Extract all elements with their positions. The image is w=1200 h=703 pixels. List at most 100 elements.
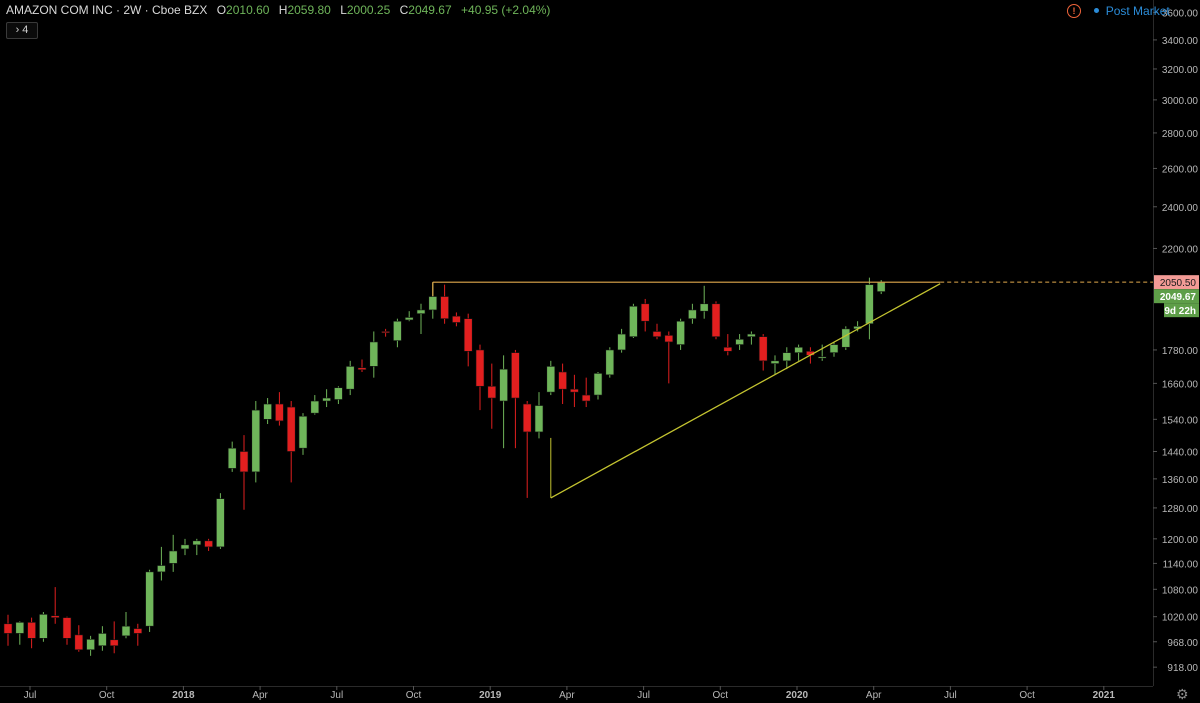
candle-body (452, 315, 461, 323)
indicators-toggle-button[interactable]: › 4 (6, 22, 38, 39)
candle-body (275, 403, 284, 422)
post-market-status[interactable]: ! Post Market (1067, 3, 1170, 18)
candle-body (841, 328, 851, 348)
x-tick-label: Jul (330, 690, 343, 701)
candle (794, 344, 803, 361)
candle-body (50, 615, 60, 618)
candle (263, 398, 272, 425)
candle-body (640, 303, 650, 322)
y-tick-label: 3200.00 (1162, 65, 1199, 76)
candle-body (227, 447, 237, 469)
symbol-title[interactable]: AMAZON COM INC · 2W · Cboe BZX (6, 3, 208, 17)
candle-body (617, 333, 626, 351)
x-tick-label: Oct (713, 690, 729, 701)
candle (50, 587, 60, 624)
candle (664, 331, 674, 384)
x-tick-label: Oct (406, 690, 422, 701)
candle (381, 328, 390, 337)
annotations-layer (432, 281, 1153, 499)
candle (204, 538, 213, 551)
candle-body (688, 309, 697, 319)
candle-body (133, 628, 143, 634)
y-tick-label: 1780.00 (1162, 346, 1199, 357)
y-tick-label: 1140.00 (1163, 559, 1199, 570)
candle (86, 635, 95, 656)
candle (216, 493, 225, 549)
candle (286, 401, 296, 483)
candle (27, 617, 36, 649)
x-tick-label: 2019 (479, 690, 502, 701)
candle-body (629, 305, 638, 337)
candle (487, 363, 497, 429)
candle (298, 413, 308, 455)
close-label: C (399, 3, 409, 17)
candle-body (416, 309, 426, 314)
candle-body (334, 387, 343, 400)
candle-body (570, 388, 579, 393)
candle (393, 318, 402, 348)
candle (735, 334, 744, 350)
candle-body (522, 403, 532, 433)
candle-body (74, 634, 84, 651)
candle-body (86, 638, 95, 651)
y-tick-label: 3600.00 (1162, 9, 1199, 20)
candle (322, 389, 331, 408)
candle (334, 386, 343, 405)
candle (770, 355, 780, 375)
candle-body (652, 331, 662, 337)
candle (605, 347, 615, 378)
candle-body (723, 346, 733, 352)
candle-body (605, 349, 615, 376)
time-axis[interactable]: Jul Oct 2018 Apr Jul Oct 2019 Apr Jul Oct 2020 Apr J… (24, 686, 1116, 701)
candle-body (876, 282, 886, 292)
candle (227, 441, 237, 472)
x-tick-label: 2021 (1093, 690, 1116, 701)
candle (558, 363, 567, 405)
price-axis[interactable]: 918.00 968.00 1020.00 1080.00 1140.00 1200.00… (1153, 9, 1198, 675)
candle (581, 377, 591, 408)
candle (345, 360, 355, 396)
resistance-price-text: 2050.50 (1160, 278, 1197, 289)
candle-body (357, 367, 367, 371)
open-value: 2010.60 (226, 3, 270, 17)
candle (310, 395, 320, 415)
candle-body (121, 625, 131, 637)
x-tick-label: 2018 (172, 690, 195, 701)
countdown-text: 9d 22h (1164, 306, 1196, 317)
y-tick-label: 3400.00 (1162, 36, 1199, 47)
candle-body (216, 498, 225, 548)
trendline[interactable] (550, 283, 941, 499)
candle-body (263, 403, 272, 420)
candle-body (487, 385, 497, 399)
candle (121, 612, 131, 639)
candle (534, 392, 544, 439)
price-axis-labels: 2050.50 2049.67 9d 22h (1154, 275, 1199, 318)
y-tick-label: 2400.00 (1162, 203, 1199, 214)
candle-body (735, 338, 744, 345)
countdown-tag (1164, 303, 1199, 318)
settings-gear-icon[interactable]: ⚙ (1176, 686, 1189, 702)
candle (98, 626, 107, 651)
candle-body (322, 397, 331, 402)
candle-body (393, 320, 402, 341)
candle-body (664, 335, 674, 343)
candle-body (157, 565, 166, 573)
candle-body (817, 356, 827, 359)
candle-body (192, 540, 202, 546)
candle-body (204, 540, 213, 548)
candle-body (27, 622, 36, 639)
candle-body (499, 368, 508, 402)
candle (452, 312, 461, 327)
alert-icon[interactable]: ! (1067, 3, 1081, 18)
resistance-price-tag (1154, 275, 1199, 290)
candle (15, 621, 25, 645)
candle (593, 371, 603, 400)
candle-body (369, 341, 379, 367)
candle (168, 534, 178, 572)
candle-body (829, 344, 839, 353)
candle (699, 285, 709, 319)
x-tick-label: Jul (24, 690, 37, 701)
candle (817, 344, 827, 361)
candle (865, 277, 874, 340)
